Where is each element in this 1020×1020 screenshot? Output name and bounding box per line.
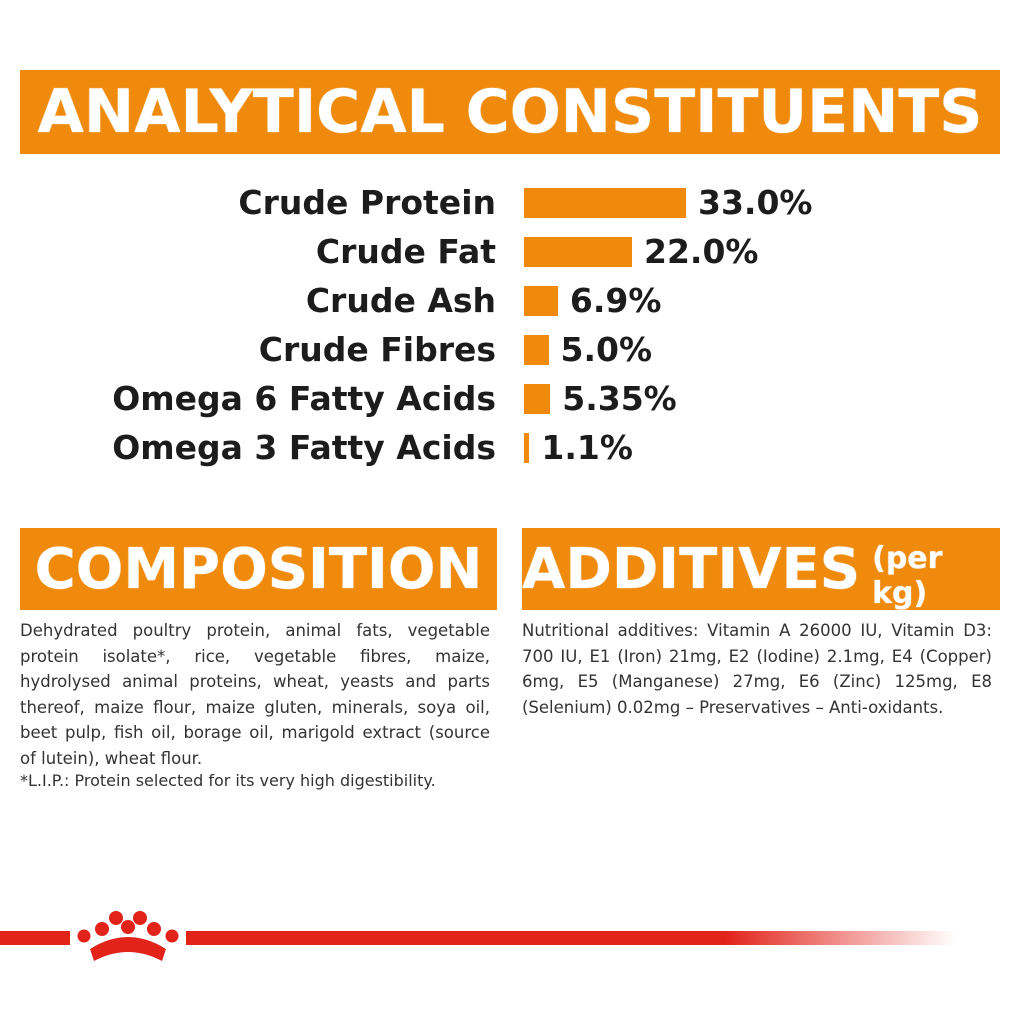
constituent-bar xyxy=(524,286,558,316)
composition-banner: COMPOSITION xyxy=(20,528,497,610)
constituent-value: 33.0% xyxy=(698,183,813,222)
constituent-bar xyxy=(524,433,530,463)
constituent-value: 22.0% xyxy=(644,232,759,271)
constituent-bar xyxy=(524,384,551,414)
royal-canin-crown-icon xyxy=(77,911,179,961)
constituent-label: Omega 3 Fatty Acids xyxy=(112,428,496,467)
constituent-value: 5.0% xyxy=(560,330,653,369)
constituent-value: 6.9% xyxy=(569,281,662,320)
composition-text: Dehydrated poultry protein, animal fats,… xyxy=(20,621,490,768)
constituent-bar xyxy=(524,188,686,218)
analytical-constituents-title: ANALYTICAL CONSTITUENTS xyxy=(37,77,983,147)
constituent-row: Crude Protein 33.0% xyxy=(0,181,1020,225)
constituent-bar xyxy=(524,335,549,365)
constituent-value: 5.35% xyxy=(562,379,677,418)
additives-title: ADDITIVES xyxy=(522,536,861,602)
constituent-label: Crude Fat xyxy=(315,232,496,271)
constituent-label: Crude Fibres xyxy=(258,330,496,369)
brand-line-left xyxy=(0,931,70,945)
additives-banner: ADDITIVES (per kg) xyxy=(522,528,1000,611)
constituent-label: Omega 6 Fatty Acids xyxy=(112,379,496,418)
constituent-row: Omega 3 Fatty Acids 1.1% xyxy=(0,426,1020,470)
constituent-row: Crude Fat 22.0% xyxy=(0,230,1020,274)
constituent-label: Crude Protein xyxy=(238,183,496,222)
composition-note: *L.I.P.: Protein selected for its very h… xyxy=(20,771,436,790)
additives-subtitle: (per kg) xyxy=(872,541,943,611)
constituent-row: Crude Fibres 5.0% xyxy=(0,328,1020,372)
constituent-value: 1.1% xyxy=(541,428,633,467)
brand-line-right xyxy=(186,931,956,945)
constituent-label: Crude Ash xyxy=(305,281,496,320)
constituent-row: Omega 6 Fatty Acids 5.35% xyxy=(0,377,1020,421)
analytical-constituents-banner: ANALYTICAL CONSTITUENTS xyxy=(20,70,1000,154)
constituent-row: Crude Ash 6.9% xyxy=(0,279,1020,323)
additives-text: Nutritional additives: Vitamin A 26000 I… xyxy=(522,621,992,717)
constituent-bar xyxy=(524,237,632,267)
composition-title: COMPOSITION xyxy=(34,536,483,602)
